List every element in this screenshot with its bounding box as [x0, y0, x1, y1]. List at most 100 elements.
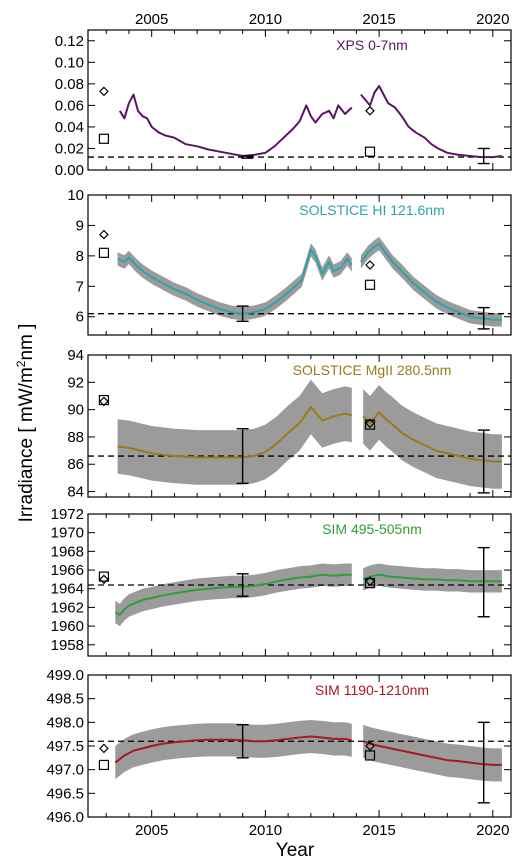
- y-tick-label: 1958: [51, 637, 84, 654]
- square-marker-2: [364, 146, 376, 157]
- diamond-marker-1: [99, 229, 109, 240]
- diamond-marker-1: [99, 86, 109, 97]
- y-tick-label: 0.06: [55, 97, 84, 114]
- diamond-marker-1: [99, 396, 109, 407]
- panel-label: SOLSTICE HI 121.6nm: [299, 202, 445, 218]
- x-tick-label-top: 2015: [362, 11, 395, 28]
- square-marker-1: [98, 759, 110, 771]
- series-line-2: [362, 411, 502, 463]
- error-bar-1: [236, 428, 249, 485]
- y-tick-label: 0.12: [55, 33, 84, 50]
- series-line-2: [360, 85, 503, 159]
- y-tick-label: 0.04: [55, 119, 84, 136]
- y-tick-label: 0.00: [55, 162, 84, 179]
- uncertainty-band-1: [117, 379, 352, 485]
- y-tick-label: 1960: [51, 618, 84, 635]
- square-marker-2: [364, 419, 376, 430]
- diamond-marker-1: [99, 743, 109, 754]
- square-marker-1: [98, 394, 110, 406]
- panel-label: SOLSTICE MgII 280.5nm: [293, 362, 452, 378]
- y-axis-title: Irradiance [ mW/m2nm ]: [14, 324, 37, 523]
- panels: 0.00 0.02 0.04 0.06 0.08 0.10 0.12 2005 2010 2015…: [46, 11, 512, 839]
- y-tick-label: 84: [67, 484, 84, 501]
- x-tick-label: 2010: [249, 822, 282, 839]
- uncertainty-band-1: [115, 563, 352, 627]
- y-tick-label: 86: [67, 456, 84, 473]
- y-tick-label: 1966: [51, 562, 84, 579]
- y-tick-label: 496.5: [46, 785, 84, 802]
- y-tick-label: 499.0: [46, 667, 84, 684]
- error-bar-2: [477, 429, 490, 494]
- diamond-marker-2: [365, 260, 375, 270]
- y-tick-label: 0.10: [55, 54, 84, 71]
- square-marker-1: [98, 571, 110, 582]
- y-tick-label: 1962: [51, 599, 84, 616]
- panel-5: 496.0 496.5 497.0 497.5 498.0 498.5 499.0 2005 2…: [46, 667, 512, 839]
- y-tick-label: 0.08: [55, 76, 84, 93]
- x-tick-label: 2015: [362, 822, 395, 839]
- panel-label: SIM 1190-1210nm: [315, 682, 429, 698]
- error-bar-1: [236, 573, 249, 597]
- y-tick-label: 1964: [51, 581, 84, 598]
- panel-3: 84 86 88 90 92 94 SOLSTICE MgII 280.5nm: [67, 347, 512, 501]
- square-marker-1: [98, 133, 110, 144]
- y-tick-label: 8: [76, 248, 84, 265]
- error-bar-2: [477, 546, 490, 618]
- series-line-1: [117, 405, 353, 459]
- y-tick-label: 9: [76, 217, 84, 234]
- x-tick-label-top: 2005: [135, 11, 168, 28]
- error-bar-1: [241, 155, 254, 159]
- x-tick-label-top: 2020: [476, 11, 509, 28]
- y-tick-label: 10: [67, 187, 84, 204]
- y-tick-label: 1968: [51, 543, 84, 560]
- y-tick-label: 496.0: [46, 809, 84, 826]
- diamond-marker-2: [365, 576, 375, 587]
- panel-label: SIM 495-505nm: [322, 521, 422, 537]
- y-axis-title-prefix: Irradiance [ mW/m: [16, 367, 37, 522]
- error-bar-2: [477, 721, 490, 804]
- diamond-marker-2: [365, 418, 375, 429]
- series-line-1: [114, 573, 352, 616]
- y-tick-label: 92: [67, 374, 84, 391]
- diamond-marker-1: [99, 574, 109, 585]
- x-tick-label: 2020: [476, 822, 509, 839]
- square-marker-1: [98, 247, 110, 258]
- y-tick-label: 6: [76, 309, 84, 326]
- series-line-2: [362, 573, 502, 583]
- plot-frame: [87, 513, 512, 657]
- series-line-2: [362, 740, 502, 766]
- uncertainty-band-1: [117, 243, 352, 321]
- series-line-1: [118, 93, 353, 157]
- error-bar-2: [477, 306, 490, 330]
- error-bar-1: [236, 724, 249, 759]
- series-line-2: [360, 242, 502, 321]
- x-tick-label: 2005: [135, 822, 168, 839]
- square-marker-2: [364, 578, 376, 589]
- y-tick-label: 7: [76, 278, 84, 295]
- error-bar-2: [477, 147, 490, 165]
- y-axis-title-sup: 2: [14, 360, 28, 367]
- uncertainty-band-2: [360, 237, 502, 327]
- y-tick-label: 497.0: [46, 762, 84, 779]
- plot-frame: [87, 194, 512, 336]
- uncertainty-band-1: [115, 720, 352, 780]
- square-marker-2: [364, 750, 376, 761]
- series-line-1: [117, 248, 353, 315]
- y-tick-label: 1972: [51, 506, 84, 523]
- y-tick-label: 88: [67, 429, 84, 446]
- y-tick-label: 498.0: [46, 714, 84, 731]
- diamond-marker-2: [365, 741, 375, 751]
- square-marker-2: [364, 279, 376, 290]
- x-axis-title: Year: [276, 840, 315, 861]
- y-tick-label: 1970: [51, 525, 84, 542]
- panel-2: 6 7 8 9 10 SOLSTICE HI 121.6nm: [67, 187, 512, 336]
- panel-label: XPS 0-7nm: [336, 37, 408, 53]
- y-tick-label: 498.5: [46, 691, 84, 708]
- panel-1: 0.00 0.02 0.04 0.06 0.08 0.10 0.12 2005 2010 2015…: [55, 11, 512, 179]
- plot-frame: [87, 354, 512, 498]
- y-axis-title-suffix: nm ]: [16, 324, 37, 361]
- uncertainty-band-2: [363, 385, 502, 489]
- y-tick-label: 497.5: [46, 738, 84, 755]
